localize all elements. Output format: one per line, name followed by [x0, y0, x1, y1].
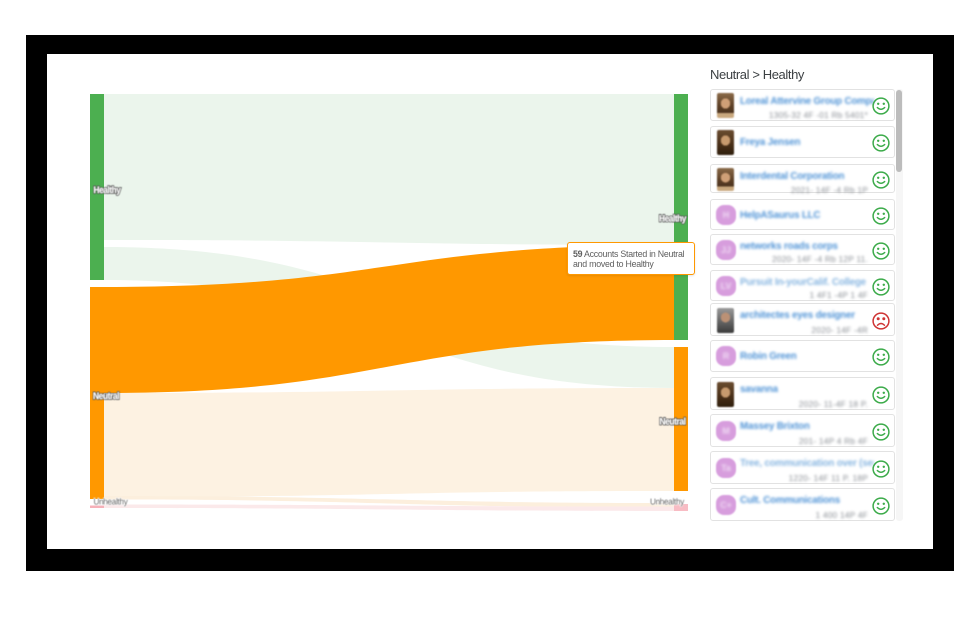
svg-text:Unhealthy: Unhealthy	[94, 497, 129, 507]
svg-text:Healthy: Healthy	[659, 214, 687, 225]
svg-text:Neutral: Neutral	[93, 391, 119, 402]
svg-text:Neutral: Neutral	[660, 417, 686, 428]
svg-text:Unhealthy: Unhealthy	[650, 497, 685, 507]
svg-text:Healthy: Healthy	[94, 185, 122, 196]
